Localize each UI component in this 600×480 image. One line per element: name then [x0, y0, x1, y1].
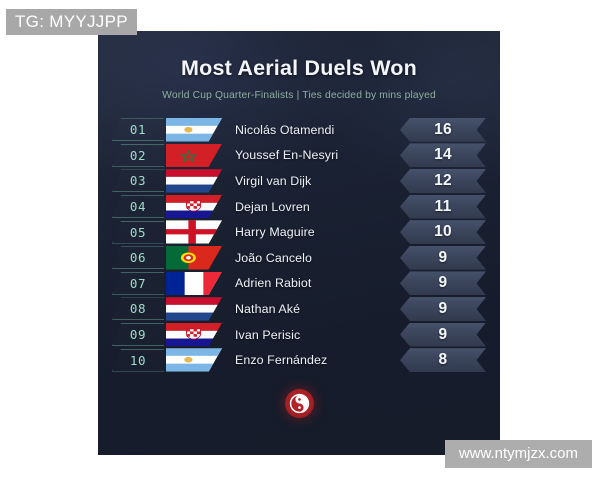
rank-label: 01	[129, 122, 147, 138]
table-row[interactable]: 01 Nicolás Otamendi 16	[98, 117, 500, 143]
value-badge-shape	[400, 348, 486, 373]
value-badge-shape	[400, 143, 486, 168]
card-header: Most Aerial Duels Won World Cup Quarter-…	[98, 31, 500, 101]
table-row[interactable]: 05 Harry Maguire 10	[98, 219, 500, 245]
rank-label: 10	[129, 352, 147, 368]
player-name: Nicolás Otamendi	[235, 122, 335, 137]
value-badge-shape	[400, 271, 486, 296]
flag-france	[166, 271, 222, 296]
table-row[interactable]: 10 Enzo Fernández 8	[98, 347, 500, 373]
player-name: Ivan Perisic	[235, 327, 301, 342]
rank-label: 03	[129, 173, 147, 189]
rank-cell: 07	[112, 271, 164, 295]
value-badge-shape	[400, 245, 486, 270]
rank-cell: 04	[112, 195, 164, 219]
player-name: Nathan Aké	[235, 301, 301, 316]
player-name: Enzo Fernández	[235, 353, 328, 368]
table-row[interactable]: 06 João Cancelo 9	[98, 245, 500, 271]
player-name: Youssef En-Nesyri	[235, 148, 339, 163]
rank-cell: 06	[112, 246, 164, 270]
table-row[interactable]: 03 Virgil van Dijk 12	[98, 168, 500, 194]
rank-label: 08	[129, 301, 147, 317]
value-label: 8	[438, 351, 448, 369]
value-label: 9	[438, 248, 448, 266]
flag-argentina	[166, 118, 222, 142]
value-badge: 14	[400, 143, 486, 168]
rank-cell: 03	[112, 169, 164, 193]
value-badge-shape	[400, 220, 486, 245]
tg-tag: TG: MYYJJPP	[6, 9, 137, 35]
value-badge: 9	[400, 245, 486, 270]
player-name: Harry Maguire	[235, 225, 315, 240]
value-badge-shape	[400, 194, 486, 219]
rank-cell: 05	[112, 220, 164, 244]
red-circular-logo	[284, 388, 314, 418]
rank-cell: 09	[112, 323, 164, 347]
value-badge-shape	[400, 322, 486, 347]
value-label: 9	[438, 325, 448, 343]
table-row[interactable]: 08 Nathan Aké 9	[98, 296, 500, 322]
value-badge-shape	[400, 168, 486, 193]
rank-cell: 01	[112, 118, 164, 142]
page-title: Most Aerial Duels Won	[181, 56, 417, 80]
value-badge: 9	[400, 322, 486, 347]
player-name: Virgil van Dijk	[235, 173, 312, 188]
value-badge: 12	[400, 168, 486, 193]
value-badge-shape	[400, 117, 486, 142]
rank-label: 02	[129, 147, 147, 163]
ranking-list: 01 Nicolás Otamendi 16 02 Youssef En-Nesyri 1…	[98, 117, 500, 373]
rank-label: 05	[129, 224, 147, 240]
value-label: 11	[434, 197, 452, 215]
site-watermark: www.ntymjzx.com	[444, 440, 592, 468]
rank-label: 04	[129, 199, 147, 215]
rank-label: 07	[129, 275, 147, 291]
table-row[interactable]: 02 Youssef En-Nesyri 14	[98, 143, 500, 169]
card-subtitle: World Cup Quarter-Finalists | Ties decid…	[162, 90, 436, 101]
value-label: 9	[438, 274, 448, 292]
rank-cell: 08	[112, 297, 164, 321]
value-label: 14	[434, 146, 452, 164]
value-badge: 10	[400, 220, 486, 245]
value-badge: 9	[400, 296, 486, 321]
rank-label: 09	[129, 327, 147, 343]
flag-morocco	[166, 143, 222, 168]
rank-label: 06	[129, 250, 147, 266]
infographic-card: Most Aerial Duels Won World Cup Quarter-…	[98, 31, 500, 455]
flag-netherlands	[166, 169, 222, 193]
table-row[interactable]: 07 Adrien Rabiot 9	[98, 271, 500, 297]
flag-england	[166, 220, 222, 244]
value-badge: 16	[400, 117, 486, 142]
flag-netherlands	[166, 297, 222, 321]
flag-argentina	[166, 348, 222, 372]
card-footer	[98, 388, 500, 418]
player-name: João Cancelo	[235, 250, 312, 265]
flag-croatia	[166, 194, 222, 219]
value-label: 16	[434, 120, 452, 138]
value-label: 9	[438, 299, 448, 317]
player-name: Dejan Lovren	[235, 199, 310, 214]
value-badge-shape	[400, 296, 486, 321]
flag-croatia	[166, 322, 222, 347]
rank-cell: 10	[112, 348, 164, 372]
table-row[interactable]: 04 Dejan Lovren 11	[98, 194, 500, 220]
value-badge: 8	[400, 348, 486, 373]
value-label: 12	[434, 171, 452, 189]
value-label: 10	[434, 223, 452, 241]
rank-cell: 02	[112, 143, 164, 167]
value-badge: 9	[400, 271, 486, 296]
player-name: Adrien Rabiot	[235, 276, 312, 291]
value-badge: 11	[400, 194, 486, 219]
table-row[interactable]: 09 Ivan Perisic 9	[98, 322, 500, 348]
flag-portugal	[166, 246, 222, 270]
